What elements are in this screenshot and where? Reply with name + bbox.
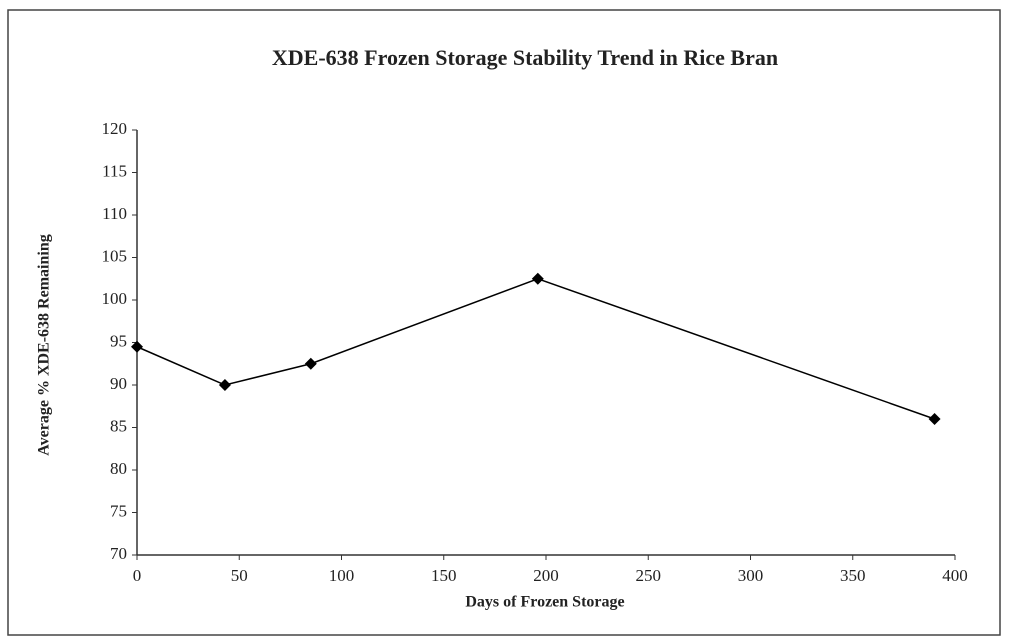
data-line — [136, 277, 935, 420]
data-point — [218, 379, 231, 391]
y-axis-title: Average % XDE-638 Remaining — [36, 234, 53, 455]
x-tick-label: 150 — [431, 566, 457, 585]
data-point — [928, 413, 941, 425]
x-tick-label: 350 — [840, 566, 866, 585]
x-tick-label: 400 — [942, 566, 968, 585]
y-tick-label: 85 — [110, 416, 127, 435]
y-tick-label: 80 — [110, 459, 127, 478]
x-tick-label: 250 — [636, 566, 662, 585]
y-tick-label: 75 — [110, 501, 127, 520]
x-axis-title: Days of Frozen Storage — [465, 594, 624, 611]
x-tick-label: 50 — [231, 566, 248, 585]
y-tick-label: 120 — [102, 119, 128, 138]
y-tick-label: 90 — [110, 374, 127, 393]
chart-title: XDE-638 Frozen Storage Stability Trend i… — [272, 45, 778, 70]
data-point — [304, 357, 317, 370]
x-tick-label: 100 — [329, 566, 355, 585]
x-tick-label: 300 — [738, 566, 764, 585]
y-tick-label: 115 — [102, 161, 127, 180]
y-tick-label: 100 — [102, 289, 128, 308]
data-point — [531, 272, 544, 285]
x-tick-label: 0 — [133, 566, 142, 585]
data-point — [131, 340, 143, 353]
y-tick-label: 70 — [110, 544, 127, 563]
y-tick-label: 95 — [110, 331, 127, 350]
x-tick-label: 200 — [533, 566, 559, 585]
y-tick-label: 105 — [102, 246, 128, 265]
y-tick-label: 110 — [102, 204, 127, 223]
chart-border — [7, 9, 1001, 636]
